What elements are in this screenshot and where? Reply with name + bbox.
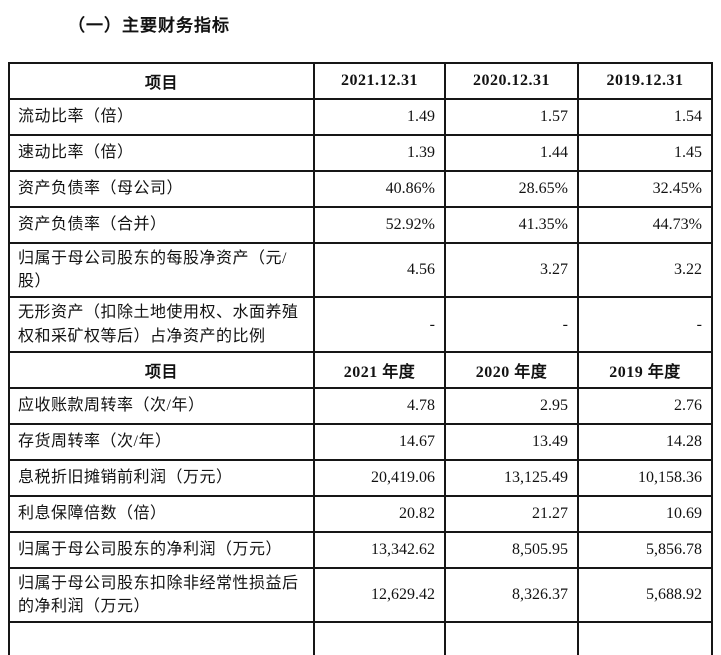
cell-value: 1.44 <box>444 134 579 172</box>
cell-value: 1.45 <box>577 134 713 172</box>
column-header-2021: 2021.12.31 <box>313 62 446 100</box>
cell-value: - <box>313 296 446 353</box>
row-label: 无形资产（扣除土地使用权、水面养殖权和采矿权等后）占净资产的比例 <box>8 296 315 353</box>
cell-value: 1.57 <box>444 98 579 136</box>
cell-value: 28.65% <box>444 170 579 208</box>
cell-value: 12,629.42 <box>313 566 446 624</box>
row-label: 资产负债率（母公司） <box>8 170 315 208</box>
row-label: 应收账款周转率（次/年） <box>8 386 315 425</box>
cell-value: 1.39 <box>313 134 446 172</box>
table-header-row: 项目 2021.12.31 2020.12.31 2019.12.31 <box>8 62 713 100</box>
row-label: 资产负债率（合并） <box>8 206 315 244</box>
table-header-row: 项目 2021 年度 2020 年度 2019 年度 <box>8 350 713 389</box>
cell-value <box>577 621 713 655</box>
row-label <box>8 621 315 655</box>
table-row: 利息保障倍数（倍） 20.82 21.27 10.69 <box>8 494 713 533</box>
cell-value: 44.73% <box>577 206 713 244</box>
cell-value: 2.76 <box>577 386 713 425</box>
cell-value: 1.54 <box>577 98 713 136</box>
cell-value: 2.95 <box>444 386 579 425</box>
table-row: 归属于母公司股东的每股净资产（元/股） 4.56 3.27 3.22 <box>8 241 713 299</box>
row-label: 归属于母公司股东的每股净资产（元/股） <box>8 241 315 299</box>
cell-value: 5,688.92 <box>577 566 713 624</box>
column-header-2019: 2019.12.31 <box>577 62 713 100</box>
cell-value: 13,125.49 <box>444 458 579 497</box>
cell-value: 3.27 <box>444 241 579 299</box>
column-header-2020: 2020.12.31 <box>444 62 579 100</box>
cell-value: 8,505.95 <box>444 530 579 569</box>
table-row: 存货周转率（次/年） 14.67 13.49 14.28 <box>8 422 713 461</box>
table-row: 流动比率（倍） 1.49 1.57 1.54 <box>8 98 713 136</box>
column-header-2020-annual: 2020 年度 <box>444 350 579 389</box>
cell-value: 5,856.78 <box>577 530 713 569</box>
table-row: 速动比率（倍） 1.39 1.44 1.45 <box>8 134 713 172</box>
financial-indicators-table: 项目 2021.12.31 2020.12.31 2019.12.31 流动比率… <box>8 62 713 655</box>
cell-value: 52.92% <box>313 206 446 244</box>
row-label: 利息保障倍数（倍） <box>8 494 315 533</box>
cell-value: 41.35% <box>444 206 579 244</box>
cell-value: 10.69 <box>577 494 713 533</box>
table-row: 资产负债率（合并） 52.92% 41.35% 44.73% <box>8 206 713 244</box>
row-label: 息税折旧摊销前利润（万元） <box>8 458 315 497</box>
table-row: 无形资产（扣除土地使用权、水面养殖权和采矿权等后）占净资产的比例 - - - <box>8 296 713 353</box>
table-row: 应收账款周转率（次/年） 4.78 2.95 2.76 <box>8 386 713 425</box>
table-row-cutoff <box>8 621 713 655</box>
cell-value <box>313 621 446 655</box>
column-header-item: 项目 <box>8 350 315 389</box>
row-label: 流动比率（倍） <box>8 98 315 136</box>
cell-value: 8,326.37 <box>444 566 579 624</box>
cell-value: 20.82 <box>313 494 446 533</box>
cell-value: 10,158.36 <box>577 458 713 497</box>
column-header-2019-annual: 2019 年度 <box>577 350 713 389</box>
row-label: 速动比率（倍） <box>8 134 315 172</box>
cell-value: 4.56 <box>313 241 446 299</box>
cell-value: - <box>577 296 713 353</box>
cell-value: 13.49 <box>444 422 579 461</box>
cell-value: 4.78 <box>313 386 446 425</box>
cell-value: - <box>444 296 579 353</box>
row-label: 归属于母公司股东扣除非经常性损益后的净利润（万元） <box>8 566 315 624</box>
row-label: 归属于母公司股东的净利润（万元） <box>8 530 315 569</box>
cell-value: 13,342.62 <box>313 530 446 569</box>
cell-value: 1.49 <box>313 98 446 136</box>
cell-value: 14.67 <box>313 422 446 461</box>
page-title: （一）主要财务指标 <box>68 16 230 35</box>
cell-value: 20,419.06 <box>313 458 446 497</box>
cell-value: 3.22 <box>577 241 713 299</box>
cell-value: 21.27 <box>444 494 579 533</box>
table-row: 归属于母公司股东的净利润（万元） 13,342.62 8,505.95 5,85… <box>8 530 713 569</box>
column-header-item: 项目 <box>8 62 315 100</box>
cell-value: 40.86% <box>313 170 446 208</box>
column-header-2021-annual: 2021 年度 <box>313 350 446 389</box>
row-label: 存货周转率（次/年） <box>8 422 315 461</box>
table-row: 资产负债率（母公司） 40.86% 28.65% 32.45% <box>8 170 713 208</box>
cell-value <box>444 621 579 655</box>
cell-value: 14.28 <box>577 422 713 461</box>
table-row: 息税折旧摊销前利润（万元） 20,419.06 13,125.49 10,158… <box>8 458 713 497</box>
table-row: 归属于母公司股东扣除非经常性损益后的净利润（万元） 12,629.42 8,32… <box>8 566 713 624</box>
cell-value: 32.45% <box>577 170 713 208</box>
